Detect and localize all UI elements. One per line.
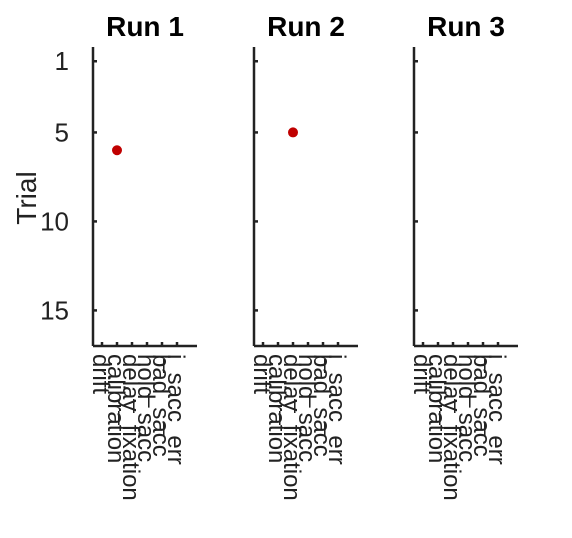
- x-tick-label: drift: [248, 354, 275, 394]
- x-tick-label: hold_sacc: [132, 354, 159, 462]
- x-tick-label: hold_sacc: [293, 354, 320, 462]
- x-tick-label: i_sacc_err: [162, 354, 189, 465]
- panel-title: Run 2: [267, 11, 345, 42]
- x-tick-label: calibration: [102, 354, 129, 463]
- y-tick-label: 10: [40, 206, 69, 236]
- panel-3: Run 3 driftcalibrationdelay_fixationhold_…: [408, 11, 518, 501]
- data-point: [112, 145, 122, 156]
- y-tick-label: 5: [55, 117, 69, 147]
- data-point: [288, 127, 298, 138]
- x-tick-label: delay_fixation: [117, 354, 144, 501]
- x-tick-label: bad_sacc: [468, 354, 495, 457]
- panel-1: Run 1151015driftcalibrationdelay_fixatio…: [40, 11, 197, 501]
- x-tick-label: calibration: [263, 354, 290, 463]
- x-tick-label: drift: [408, 354, 435, 394]
- x-tick-label: hold_sacc: [453, 354, 480, 462]
- x-tick-label: bad_sacc: [147, 354, 174, 457]
- panel-title: Run 3: [427, 11, 505, 42]
- x-tick-label: i_sacc_err: [483, 354, 510, 465]
- y-tick-label: 1: [55, 46, 69, 76]
- y-tick-label: 15: [40, 295, 69, 325]
- x-tick-label: calibration: [423, 354, 450, 463]
- panel-2: Run 2 driftcalibrationdelay_fixationhold_…: [248, 11, 358, 501]
- x-tick-label: bad_sacc: [308, 354, 335, 457]
- x-tick-label: delay_fixation: [438, 354, 465, 501]
- y-axis-label: Trial: [11, 171, 42, 224]
- x-tick-label: i_sacc_err: [323, 354, 350, 465]
- x-tick-label: delay_fixation: [278, 354, 305, 501]
- x-tick-label: drift: [87, 354, 114, 394]
- panel-title: Run 1: [106, 11, 184, 42]
